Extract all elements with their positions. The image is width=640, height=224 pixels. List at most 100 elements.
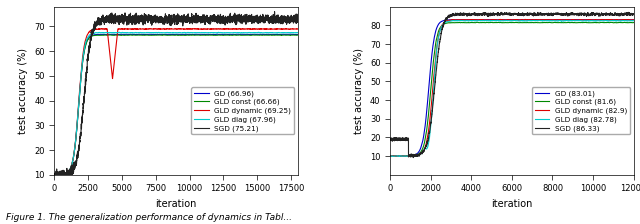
GLD diag (82.78) xyxy=(388,155,396,158)
GD (66.96) xyxy=(77,82,84,85)
GLD diag (82.78) xyxy=(511,19,518,22)
GLD const (81.6) xyxy=(449,21,457,24)
Y-axis label: test accuracy (%): test accuracy (%) xyxy=(355,48,364,134)
GD (83.01) xyxy=(402,155,410,157)
GLD const (66.66) xyxy=(214,34,222,37)
GD (66.96) xyxy=(70,150,78,153)
SGD (75.21) xyxy=(62,173,70,176)
SGD (86.33) xyxy=(534,13,542,16)
GLD diag (82.78) xyxy=(534,19,542,22)
GLD dynamic (82.9) xyxy=(449,19,457,21)
GD (66.96) xyxy=(209,33,217,36)
GLD dynamic (69.25) xyxy=(271,28,279,30)
GLD dynamic (69.25) xyxy=(51,173,58,176)
GD (66.96) xyxy=(271,33,279,36)
GD (66.96) xyxy=(51,173,58,176)
Line: GLD const (66.66): GLD const (66.66) xyxy=(54,35,298,175)
Line: SGD (86.33): SGD (86.33) xyxy=(390,12,634,157)
GD (83.01) xyxy=(545,18,552,21)
GLD diag (67.96) xyxy=(255,31,262,34)
GLD dynamic (82.9) xyxy=(522,18,529,21)
GD (83.01) xyxy=(630,18,637,21)
GLD dynamic (69.25) xyxy=(77,79,84,82)
Legend: GD (83.01), GLD const (81.6), GLD dynamic (82.9), GLD diag (82.78), SGD (86.33): GD (83.01), GLD const (81.6), GLD dynami… xyxy=(532,87,630,134)
GLD const (81.6) xyxy=(397,155,405,157)
GLD const (81.6) xyxy=(399,155,407,157)
GLD dynamic (82.9) xyxy=(399,155,407,157)
X-axis label: iteration: iteration xyxy=(492,199,532,209)
SGD (86.33) xyxy=(449,13,457,15)
GLD dynamic (82.9) xyxy=(422,142,430,144)
GLD diag (82.78) xyxy=(422,148,430,150)
GD (66.96) xyxy=(213,33,221,36)
GLD dynamic (69.25) xyxy=(147,27,155,30)
GD (83.01) xyxy=(387,155,394,157)
Line: GLD const (81.6): GLD const (81.6) xyxy=(390,22,634,156)
SGD (86.33) xyxy=(410,156,417,159)
GD (66.96) xyxy=(214,33,222,36)
GLD dynamic (82.9) xyxy=(515,19,522,21)
SGD (86.33) xyxy=(387,138,394,141)
SGD (75.21) xyxy=(51,173,58,176)
GLD const (81.6) xyxy=(387,155,394,157)
GLD dynamic (69.25) xyxy=(209,28,217,30)
GD (83.01) xyxy=(511,18,518,21)
GLD dynamic (69.25) xyxy=(62,172,70,175)
Line: GD (66.96): GD (66.96) xyxy=(54,34,298,175)
SGD (75.21) xyxy=(209,17,217,19)
SGD (75.21) xyxy=(214,14,222,17)
Line: GD (83.01): GD (83.01) xyxy=(390,19,634,156)
GD (66.96) xyxy=(294,33,301,36)
GLD dynamic (69.25) xyxy=(294,28,301,30)
GLD const (66.66) xyxy=(271,34,279,36)
SGD (86.33) xyxy=(515,12,522,15)
Legend: GD (66.96), GLD const (66.66), GLD dynamic (69.25), GLD diag (67.96), SGD (75.21: GD (66.96), GLD const (66.66), GLD dynam… xyxy=(191,87,294,134)
GLD const (66.66) xyxy=(294,34,301,37)
GD (66.96) xyxy=(51,173,58,176)
SGD (86.33) xyxy=(630,13,637,16)
GLD diag (67.96) xyxy=(62,172,70,175)
GLD dynamic (82.9) xyxy=(387,155,394,157)
GLD diag (67.96) xyxy=(70,150,78,153)
Line: GLD diag (82.78): GLD diag (82.78) xyxy=(390,20,634,156)
GLD const (66.66) xyxy=(51,173,58,176)
GLD diag (67.96) xyxy=(271,31,279,34)
SGD (75.21) xyxy=(51,173,58,176)
SGD (86.33) xyxy=(422,144,430,147)
GD (66.96) xyxy=(62,172,70,175)
GLD dynamic (69.25) xyxy=(70,149,78,152)
Line: GLD dynamic (82.9): GLD dynamic (82.9) xyxy=(390,19,634,156)
GD (83.01) xyxy=(515,18,522,21)
GLD dynamic (82.9) xyxy=(394,155,402,158)
GLD const (66.66) xyxy=(209,34,217,37)
GLD diag (82.78) xyxy=(399,155,407,157)
GLD diag (67.96) xyxy=(51,173,58,176)
GLD dynamic (82.9) xyxy=(534,19,542,21)
GLD dynamic (82.9) xyxy=(630,18,637,21)
GLD const (66.66) xyxy=(77,83,84,86)
GLD diag (82.78) xyxy=(536,19,543,22)
GD (83.01) xyxy=(399,155,407,157)
SGD (75.21) xyxy=(77,134,84,137)
SGD (75.21) xyxy=(271,19,279,22)
X-axis label: iteration: iteration xyxy=(156,199,196,209)
GLD diag (82.78) xyxy=(630,19,637,22)
SGD (75.21) xyxy=(294,18,301,21)
GLD const (81.6) xyxy=(422,131,430,134)
SGD (75.21) xyxy=(70,165,78,168)
GD (83.01) xyxy=(422,113,430,116)
GLD const (81.6) xyxy=(473,21,481,24)
GLD const (66.66) xyxy=(62,172,70,175)
Text: Figure 1. The generalization performance of dynamics in Tabl...: Figure 1. The generalization performance… xyxy=(6,213,292,222)
GLD diag (67.96) xyxy=(294,31,301,34)
Line: SGD (75.21): SGD (75.21) xyxy=(54,12,298,175)
GLD diag (67.96) xyxy=(209,31,217,34)
GLD const (81.6) xyxy=(515,21,522,24)
GLD const (81.6) xyxy=(534,21,542,24)
GLD const (66.66) xyxy=(106,33,113,36)
GLD const (81.6) xyxy=(511,21,518,24)
GLD diag (82.78) xyxy=(387,155,394,157)
GLD dynamic (69.25) xyxy=(214,28,222,30)
GLD const (81.6) xyxy=(630,21,637,24)
GLD diag (67.96) xyxy=(77,81,84,84)
